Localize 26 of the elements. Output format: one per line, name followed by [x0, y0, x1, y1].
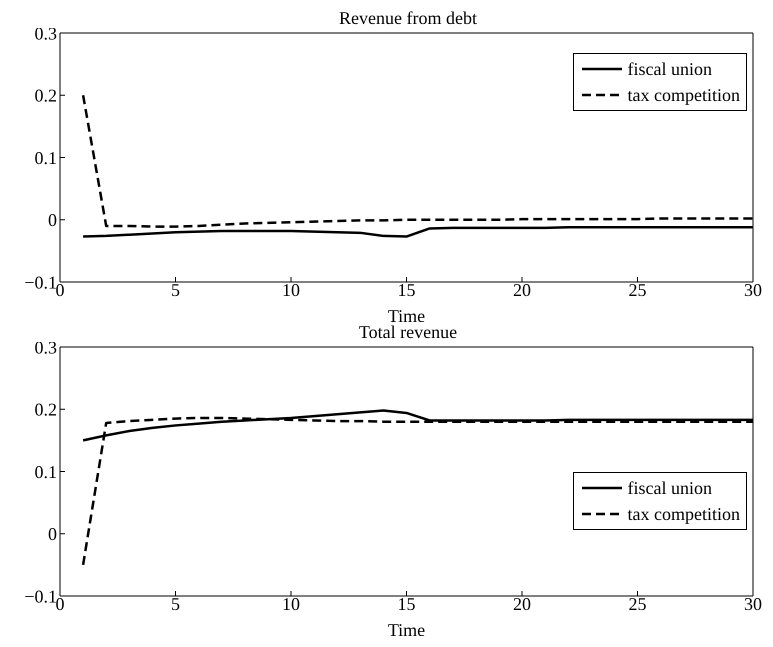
y-tick-label: 0.1 — [34, 462, 57, 482]
x-tick-label: 10 — [282, 594, 300, 614]
legend-label: tax competition — [628, 503, 740, 525]
y-tick-label: 0 — [48, 210, 57, 230]
x-tick-label: 25 — [628, 280, 646, 300]
x-axis-title: Time — [388, 620, 426, 640]
x-tick-label: 30 — [744, 280, 762, 300]
x-tick-label: 25 — [628, 594, 646, 614]
x-tick-label: 20 — [513, 280, 531, 300]
x-tick-label: 15 — [398, 280, 416, 300]
y-tick-label: −0.1 — [24, 272, 57, 292]
legend-label: tax competition — [628, 84, 740, 106]
chart-title: Revenue from debt — [339, 8, 477, 28]
legend-label: fiscal union — [628, 58, 712, 80]
y-tick-label: 0.2 — [34, 86, 57, 106]
x-tick-label: 20 — [513, 594, 531, 614]
x-tick-label: 15 — [398, 594, 416, 614]
y-tick-label: 0.1 — [34, 148, 57, 168]
y-tick-label: −0.1 — [24, 586, 57, 606]
x-tick-label: 5 — [171, 594, 180, 614]
x-tick-label: 5 — [171, 280, 180, 300]
x-tick-label: 30 — [744, 594, 762, 614]
x-tick-label: 10 — [282, 280, 300, 300]
y-tick-label: 0.2 — [34, 400, 57, 420]
y-tick-label: 0 — [48, 524, 57, 544]
legend-label: fiscal union — [628, 477, 712, 499]
